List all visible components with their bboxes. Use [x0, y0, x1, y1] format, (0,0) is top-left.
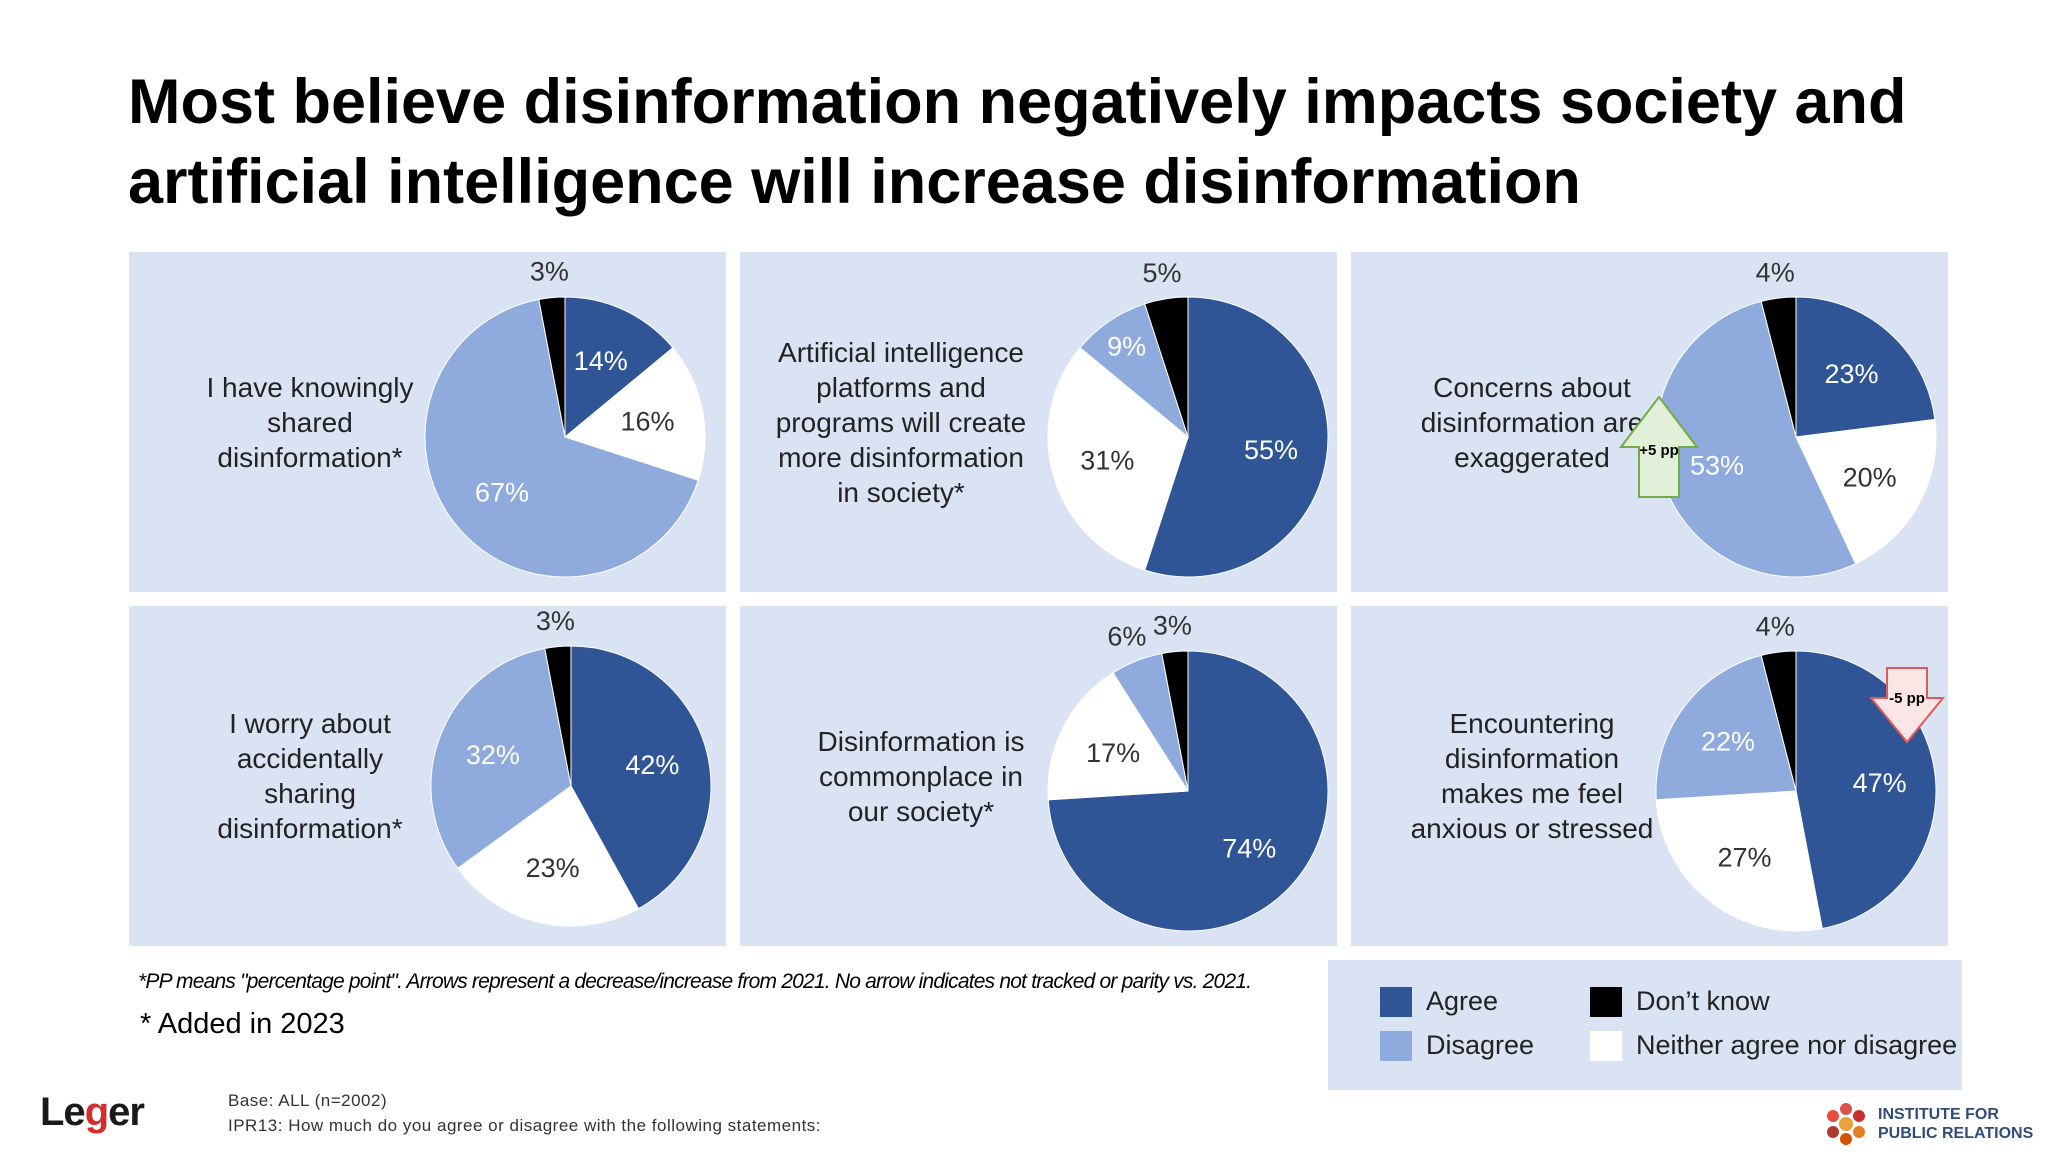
pie-slice-neither-agree-nor-disagree — [1655, 790, 1823, 932]
panel-ai-disinformation: Artificial intelligence platforms and pr… — [740, 252, 1337, 592]
pie-slice-don-t-know — [538, 296, 566, 438]
pie-label-don-t-know: 4% — [1756, 611, 1795, 641]
pie-label-don-t-know: 3% — [1153, 611, 1192, 641]
pie-chart: 47% 27% 22% 4% -5 pp — [1655, 611, 1946, 932]
pie-label-agree: 55% — [1244, 435, 1298, 465]
pie-slice-disagree — [430, 647, 572, 869]
pie-label-agree: 14% — [574, 346, 628, 376]
question-line: IPR13: How much do you agree or disagree… — [228, 1116, 822, 1135]
title-line-1: Most believe disinformation negatively i… — [128, 67, 1907, 137]
change-label: -5 pp — [1889, 690, 1925, 707]
panel-commonplace: Disinformation is commonplace in our soc… — [740, 606, 1337, 946]
pie-label-neither-agree-nor-disagree: 31% — [1080, 445, 1134, 475]
added-note: * Added in 2023 — [140, 1008, 345, 1040]
ipr-logo: INSTITUTE FOR PUBLIC RELATIONS — [1822, 1100, 2033, 1148]
pie-slice-neither-agree-nor-disagree — [1047, 672, 1189, 801]
page-title: Most believe disinformation negatively i… — [128, 62, 1948, 222]
pie-slice-neither-agree-nor-disagree — [563, 347, 706, 481]
pie-label-disagree: 53% — [1690, 450, 1744, 480]
panel-concerns-exaggerated: Concerns about disinformation are exagge… — [1351, 252, 1948, 592]
panel-knowingly-shared: I have knowingly shared disinformation* … — [129, 252, 726, 592]
decrease-arrow-icon: -5 pp — [1868, 667, 1946, 744]
statement-text: Disinformation is commonplace in our soc… — [817, 725, 1025, 827]
pie-slice-don-t-know — [1760, 650, 1797, 792]
pie-label-agree: 23% — [1825, 359, 1879, 389]
swatch-neither — [1590, 1030, 1622, 1061]
pie-slice-neither-agree-nor-disagree — [1047, 347, 1189, 571]
pie-label-don-t-know: 4% — [1756, 257, 1795, 287]
legend-neither: Neither agree nor disagree — [1590, 1030, 1957, 1061]
pie-slice-don-t-know — [544, 645, 572, 787]
pie-label-neither-agree-nor-disagree: 20% — [1843, 462, 1897, 492]
pie-slice-disagree — [1079, 303, 1190, 439]
legend-agree-label: Agree — [1426, 986, 1499, 1016]
legend-agree: Agree — [1380, 986, 1498, 1017]
pie-label-agree: 74% — [1222, 834, 1276, 864]
pie-label-agree: 42% — [625, 750, 679, 780]
pie-label-neither-agree-nor-disagree: 23% — [526, 853, 580, 883]
ipr-line-1: INSTITUTE FOR — [1878, 1106, 1999, 1123]
pie-slice-neither-agree-nor-disagree — [1795, 418, 1937, 565]
pie-slice-don-t-know — [1144, 296, 1189, 438]
increase-arrow-icon: +5 pp — [1618, 395, 1700, 498]
pie-slice-agree — [564, 296, 674, 439]
pie-slice-don-t-know — [1760, 296, 1797, 438]
pie-chart: 55% 31% 9% 5% — [1047, 258, 1329, 578]
pie-label-disagree: 6% — [1107, 622, 1146, 652]
ipr-line-2: PUBLIC RELATIONS — [1878, 1125, 2034, 1142]
pie-slice-neither-agree-nor-disagree — [457, 785, 640, 927]
swatch-disagree — [1380, 1030, 1412, 1061]
footnote: *PP means "percentage point". Arrows rep… — [138, 970, 1252, 993]
pie-label-disagree: 22% — [1701, 727, 1755, 757]
ipr-flower-icon — [1827, 1103, 1865, 1145]
pie-slice-disagree — [1655, 654, 1797, 801]
pie-chart: 42% 23% 32% 3% — [430, 606, 712, 927]
legend-dont-know: Don’t know — [1590, 986, 1770, 1017]
pie-label-disagree: 9% — [1107, 332, 1146, 362]
pie-label-disagree: 67% — [475, 478, 529, 508]
pie-label-don-t-know: 3% — [536, 606, 575, 636]
pie-chart: 74% 17% 6% 3% — [1047, 611, 1329, 932]
pie-slice-don-t-know — [1161, 650, 1189, 792]
pie-label-don-t-know: 5% — [1143, 258, 1182, 288]
pie-slice-agree — [1144, 296, 1329, 578]
title-line-2: artificial intelligence will increase di… — [128, 147, 1581, 217]
pie-chart: 23% 20% 53% 4% +5 pp — [1618, 257, 1937, 578]
pie-slice-agree — [570, 645, 712, 910]
pie-slice-agree — [1795, 296, 1936, 438]
swatch-dont-know — [1590, 986, 1622, 1017]
pie-label-agree: 47% — [1853, 768, 1907, 798]
legend-disagree-label: Disagree — [1426, 1030, 1535, 1060]
statement-text: Artificial intelligence platforms and pr… — [775, 336, 1027, 508]
legend: Agree Disagree Don’t know Neither agree … — [1328, 960, 1962, 1090]
legend-dont-know-label: Don’t know — [1636, 986, 1770, 1016]
panel-worry-sharing: I worry about accidentally sharing disin… — [129, 606, 726, 946]
leger-logo: Leger — [40, 1090, 145, 1134]
pie-slice-disagree — [424, 298, 699, 578]
legend-neither-label: Neither agree nor disagree — [1636, 1030, 1958, 1060]
pie-label-neither-agree-nor-disagree: 27% — [1717, 842, 1771, 872]
change-label: +5 pp — [1639, 442, 1679, 459]
panel-anxious-stressed: Encountering disinformation makes me fee… — [1351, 606, 1948, 946]
statement-text: I have knowingly shared disinformation* — [206, 371, 414, 473]
pie-label-disagree: 32% — [466, 740, 520, 770]
pie-label-don-t-know: 3% — [530, 257, 569, 287]
base-line: Base: ALL (n=2002) — [228, 1091, 388, 1110]
swatch-agree — [1380, 986, 1412, 1017]
pie-label-neither-agree-nor-disagree: 16% — [620, 406, 674, 436]
pie-label-neither-agree-nor-disagree: 17% — [1086, 738, 1140, 768]
pie-chart: 14% 16% 67% 3% — [424, 257, 706, 578]
statement-text: I worry about accidentally sharing disin… — [217, 708, 403, 844]
legend-disagree: Disagree — [1380, 1030, 1534, 1061]
base-info: Base: ALL (n=2002) IPR13: How much do yo… — [228, 1088, 821, 1138]
statement-text: Encountering disinformation makes me fee… — [1410, 708, 1654, 844]
